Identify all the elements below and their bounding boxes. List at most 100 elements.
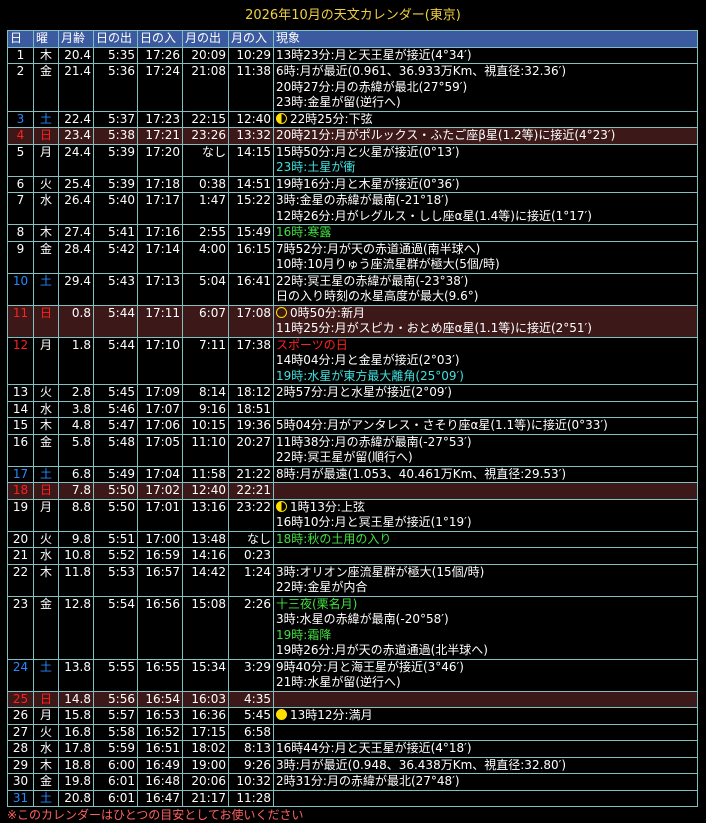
phenomenon-text: 2時31分:月の赤緯が最北(27°48′): [276, 774, 460, 788]
phenomenon-text: 13時23分:月と天王星が接近(4°34′): [276, 47, 472, 62]
table-row: 3 土 22.4 5:37 17:23 22:15 12:40 22時25分:下弦: [7, 110, 698, 128]
cell-moonrise: 15:34: [182, 658, 229, 692]
phenomenon-item: 22時:金星が内合: [276, 580, 695, 596]
phenomenon-item: 23時:金星が留(逆行へ): [276, 95, 695, 111]
cell-weekday: 水: [33, 547, 59, 565]
cell-moon-age: 1.8: [58, 336, 94, 385]
cell-moonrise: 19:00: [182, 756, 229, 774]
cell-weekday: 日: [33, 690, 59, 708]
phenomenon-item: 1時13分:上弦: [276, 500, 695, 516]
header-day: 日: [7, 30, 34, 48]
phenomenon-text: 16時44分:月と天王星が接近(4°18′): [276, 741, 472, 755]
last-moon-icon: [276, 112, 287, 124]
cell-moonset: 6:58: [228, 723, 274, 741]
astronomy-calendar-table: 日 曜 月齢 日の出 日の入 月の出 月の入 現象 1 木 20.4 5:35 17:2…: [7, 30, 698, 807]
cell-moonrise: 6:07: [182, 304, 229, 338]
cell-moon-age: 26.4: [58, 192, 94, 225]
cell-phenomena: 7時52分:月が天の赤道通過(南半球へ) 10時:10月りゅう座流星群が極大(5個…: [273, 240, 698, 274]
cell-sunset: 16:56: [137, 595, 183, 660]
cell-sunrise: 5:59: [93, 740, 138, 758]
phenomenon-item: 22時:冥王星が留(順行へ): [276, 450, 695, 466]
cell-sunrise: 5:50: [93, 482, 138, 500]
cell-moonset: 12:40: [228, 110, 274, 128]
cell-phenomena: スポーツの日 14時04分:月と金星が接近(2°03′) 19時:水星が東方最大離角…: [273, 336, 698, 385]
table-row: 14 水 3.8 5:46 17:07 9:16 18:51: [7, 400, 698, 418]
cell-moonrise: 22:15: [182, 110, 229, 128]
cell-day: 9: [7, 240, 34, 274]
cell-weekday: 土: [33, 465, 59, 483]
cell-sunrise: 5:41: [93, 224, 138, 242]
cell-weekday: 金: [33, 433, 59, 467]
table-row: 30 金 19.8 6:01 16:48 20:06 10:32 2時31分:月の赤緯が最北(…: [7, 773, 698, 791]
cell-moonrise: 21:17: [182, 789, 229, 807]
phenomenon-text: 3時:水星の赤緯が最南(-20°58′): [276, 612, 449, 626]
cell-sunset: 17:13: [137, 272, 183, 306]
cell-day: 24: [7, 658, 34, 692]
cell-moonrise: 16:03: [182, 690, 229, 708]
phenomenon-item: 16時10分:月と冥王星が接近(1°19′): [276, 515, 695, 531]
cell-moonset: 21:22: [228, 465, 274, 483]
phenomenon-text: 8時:月が最遠(1.053、40.461万Km、視直径:29.53′): [276, 466, 567, 481]
cell-sunrise: 5:39: [93, 175, 138, 193]
cell-moonset: 15:22: [228, 192, 274, 225]
phenomenon-item: 20時21分:月がポルックス・ふたご座β星(1.2等)に接近(4°23′): [276, 128, 695, 144]
cell-moonset: 23:22: [228, 498, 274, 532]
table-row: 28 水 17.8 5:59 16:51 18:02 8:13 16時44分:月と天王星が接近…: [7, 740, 698, 758]
cell-day: 6: [7, 175, 34, 193]
phenomenon-item: スポーツの日: [276, 338, 695, 354]
cell-weekday: 土: [33, 110, 59, 128]
cell-moon-age: 28.4: [58, 240, 94, 274]
table-row: 9 金 28.4 5:42 17:14 4:00 16:15 7時52分:月が天の赤道通過(南…: [7, 240, 698, 274]
phenomenon-item: 2時57分:月と水星が接近(2°09′): [276, 385, 695, 401]
table-row: 12 月 1.8 5:44 17:10 7:11 17:38 スポーツの日 14時04分:月と金…: [7, 336, 698, 385]
table-row: 8 木 27.4 5:41 17:16 2:55 15:49 16時:寒露: [7, 224, 698, 242]
cell-day: 30: [7, 773, 34, 791]
cell-weekday: 日: [33, 482, 59, 500]
cell-day: 20: [7, 530, 34, 548]
cell-phenomena: 22時:冥王星の赤緯が最南(-23°38′) 日の入り時刻の水星高度が最大(9.6…: [273, 272, 698, 306]
cell-sunrise: 5:37: [93, 110, 138, 128]
phenomenon-text: 19時16分:月と木星が接近(0°36′): [276, 176, 460, 191]
cell-day: 25: [7, 690, 34, 708]
phenomenon-text: 3時:月が最近(0.948、36.438万Km、視直径:32.80′): [276, 757, 567, 772]
phenomenon-item: 2時31分:月の赤緯が最北(27°48′): [276, 774, 695, 790]
cell-day: 12: [7, 336, 34, 385]
cell-weekday: 木: [33, 756, 59, 774]
cell-moonrise: 13:16: [182, 498, 229, 532]
phenomenon-text: 19時:霜降: [276, 627, 332, 642]
cell-sunrise: 6:00: [93, 756, 138, 774]
phenomenon-item: 3時:オリオン座流星群が極大(15個/時): [276, 565, 695, 581]
cell-sunrise: 5:49: [93, 465, 138, 483]
phenomenon-item: 20時27分:月の赤緯が最北(27°59′): [276, 80, 695, 96]
cell-weekday: 日: [33, 127, 59, 145]
phenomenon-text: スポーツの日: [276, 337, 348, 352]
disclaimer-note: ※このカレンダーはひとつの目安としてお使いください: [7, 808, 304, 822]
cell-moonset: 16:41: [228, 272, 274, 306]
cell-weekday: 水: [33, 400, 59, 418]
table-row: 2 金 21.4 5:36 17:24 21:08 11:38 6時:月が最近(0.961、3…: [7, 63, 698, 112]
full-moon-icon: [276, 709, 287, 720]
cell-weekday: 日: [33, 304, 59, 338]
phenomenon-text: 23時:金星が留(逆行へ): [276, 95, 401, 109]
phenomenon-text: 11時38分:月の赤緯が最南(-27°53′): [276, 434, 472, 449]
cell-moon-age: 29.4: [58, 272, 94, 306]
phenomenon-text: 22時:金星が内合: [276, 580, 368, 594]
cell-phenomena: 16時:寒露: [273, 224, 698, 242]
cell-phenomena: [273, 482, 698, 500]
cell-moonrise: 4:00: [182, 240, 229, 274]
cell-moon-age: 22.4: [58, 110, 94, 128]
cell-moonset: 19:36: [228, 417, 274, 435]
cell-sunset: 17:10: [137, 336, 183, 385]
cell-sunset: 17:07: [137, 400, 183, 418]
phenomenon-item: 23時:土星が衝: [276, 160, 695, 176]
cell-phenomena: 3時:金星の赤緯が最南(-21°18′) 12時26分:月がレグルス・しし座α星(…: [273, 192, 698, 225]
cell-sunrise: 5:42: [93, 240, 138, 274]
cell-moon-age: 8.8: [58, 498, 94, 532]
cell-moon-age: 20.4: [58, 46, 94, 64]
cell-moonrise: 20:06: [182, 773, 229, 791]
phenomenon-item: 日の入り時刻の水星高度が最大(9.6°): [276, 289, 695, 305]
cell-phenomena: 十三夜(栗名月) 3時:水星の赤緯が最南(-20°58′) 19時:霜降 19時26分…: [273, 595, 698, 660]
cell-moon-age: 6.8: [58, 465, 94, 483]
cell-phenomena: 15時50分:月と火星が接近(0°13′) 23時:土星が衝: [273, 143, 698, 177]
cell-weekday: 金: [33, 240, 59, 274]
